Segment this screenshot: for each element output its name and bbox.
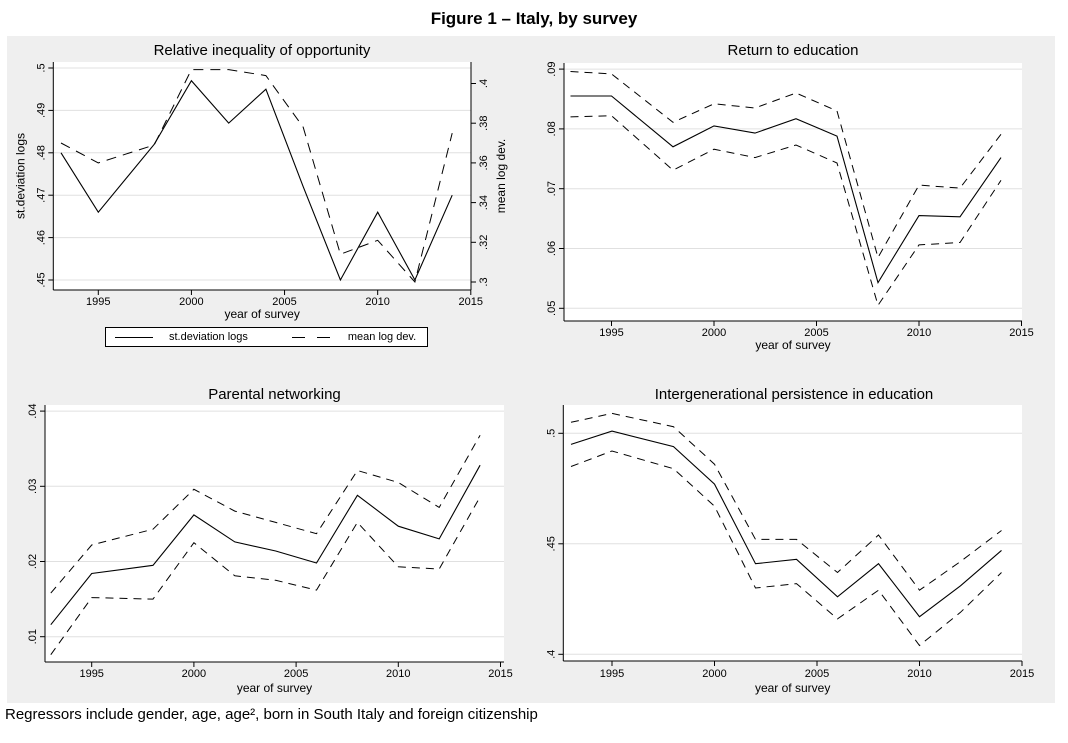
x-tick-label: 2010 — [907, 668, 931, 680]
y-tick-label: .45 — [545, 536, 557, 551]
x-tick-label: 2000 — [702, 668, 726, 680]
right-y-tick-label: .34 — [478, 195, 490, 210]
y-tick-label: .49 — [35, 103, 47, 118]
y-tick-label: .02 — [27, 554, 39, 569]
panel-title-intergenerational-persistence: Intergenerational persistence in educati… — [654, 386, 934, 403]
y-tick-label: .5 — [545, 429, 557, 438]
panel-title-return-to-education: Return to education — [727, 42, 859, 59]
plot-area — [53, 62, 472, 290]
x-tick-label: 2005 — [804, 327, 828, 339]
y-tick-label: .4 — [545, 650, 557, 659]
x-tick-label: 2000 — [179, 296, 203, 308]
legend-label-stdeviation-logs: st.deviation logs — [169, 331, 248, 343]
plot-area — [45, 405, 504, 662]
legend-box: st.deviation logs mean log dev. — [105, 327, 428, 347]
y-tick-label: .48 — [35, 145, 47, 160]
figure-footnote: Regressors include gender, age, age², bo… — [5, 706, 538, 723]
x-axis-title: year of survey — [755, 681, 830, 695]
series-line-lower-band — [570, 115, 1002, 307]
x-tick-label: 2015 — [1010, 668, 1034, 680]
x-axis-title: year of survey — [237, 681, 312, 695]
y-tick-label: .09 — [546, 61, 558, 76]
x-tick-label: 2000 — [182, 668, 206, 680]
right-y-tick-label: .36 — [478, 155, 490, 170]
chart-return-to-education: .05 .06 .07 .08 .09 1995 2000 2005 2010 2015 year … — [546, 61, 1034, 352]
y-tick-label: .01 — [27, 629, 39, 644]
x-tick-label: 2005 — [272, 296, 296, 308]
series-line-lower-band — [570, 450, 1002, 647]
series-line-upper-band — [570, 412, 1002, 591]
plot-area — [563, 405, 1022, 661]
chart-intergenerational-persistence: .4 .45 .5 1995 2000 2005 2010 2015 year of surve… — [545, 405, 1034, 695]
legend-label-mean-log-dev: mean log dev. — [347, 331, 417, 343]
y-axis-title: st.deviation logs — [13, 133, 27, 219]
x-tick-label: 1995 — [79, 668, 103, 680]
x-tick-label: 2010 — [386, 668, 410, 680]
plot-area — [564, 63, 1022, 321]
x-tick-label: 1995 — [600, 668, 624, 680]
series-line-lower-band — [50, 496, 481, 655]
series-line-estimate — [570, 95, 1002, 284]
panel-title-parental-networking: Parental networking — [208, 386, 341, 403]
x-tick-label: 2010 — [365, 296, 389, 308]
series-line-st-deviation-logs — [60, 79, 453, 282]
figure-title: Figure 1 – Italy, by survey — [430, 9, 638, 28]
legend-dashed-line-sample — [291, 336, 332, 338]
y-tick-label: .04 — [27, 403, 39, 418]
y-tick-label: .06 — [546, 241, 558, 256]
chart-relative-inequality: .45 .46 .47 .48 .49 .5 .3 .32 .34 .36 .38 .4 mean lo… — [13, 62, 508, 321]
figure-area: Relative inequality of opportunity Retur… — [7, 36, 1055, 703]
y-tick-label: .03 — [27, 479, 39, 494]
series-line-mean-log-dev — [60, 69, 453, 284]
series-line-upper-band — [50, 434, 481, 594]
y-tick-label: .08 — [546, 121, 558, 136]
x-tick-label: 1995 — [599, 327, 623, 339]
x-tick-label: 2015 — [1009, 327, 1033, 339]
x-tick-label: 2005 — [805, 668, 829, 680]
series-line-estimate — [570, 430, 1002, 618]
y-tick-label: .07 — [546, 181, 558, 196]
chart-parental-networking: .01 .02 .03 .04 1995 2000 2005 2010 2015 year of … — [27, 403, 513, 695]
x-tick-label: 2015 — [459, 296, 483, 308]
y-tick-label: .45 — [35, 272, 47, 287]
x-tick-label: 2000 — [702, 327, 726, 339]
right-y-axis-title: mean log dev. — [494, 139, 508, 214]
y-tick-label: .05 — [546, 301, 558, 316]
series-line-estimate — [50, 464, 481, 626]
right-y-tick-label: .32 — [478, 235, 490, 250]
x-tick-label: 2015 — [488, 668, 512, 680]
x-tick-label: 2010 — [907, 327, 931, 339]
x-axis-title: year of survey — [755, 338, 830, 352]
right-y-tick-label: .38 — [478, 116, 490, 131]
legend-solid-line-sample — [115, 336, 153, 338]
x-axis-title: year of survey — [224, 307, 299, 321]
right-y-tick-label: .4 — [478, 79, 490, 88]
x-tick-label: 2005 — [284, 668, 308, 680]
y-tick-label: .47 — [35, 188, 47, 203]
right-y-tick-label: .3 — [478, 277, 490, 286]
panel-title-relative-inequality: Relative inequality of opportunity — [153, 42, 371, 59]
y-tick-label: .46 — [35, 230, 47, 245]
y-tick-label: .5 — [35, 63, 47, 72]
x-tick-label: 1995 — [86, 296, 110, 308]
